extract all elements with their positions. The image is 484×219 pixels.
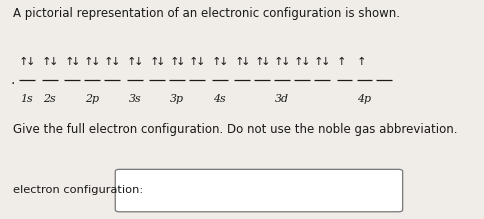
Text: 3p: 3p [170,94,184,104]
Text: ↑: ↑ [104,57,114,67]
Text: ↑: ↑ [169,57,179,67]
Text: ↑: ↑ [336,57,346,67]
FancyBboxPatch shape [115,169,403,212]
Text: ↓: ↓ [281,57,290,67]
Text: ↓: ↓ [111,57,120,67]
Text: 3d: 3d [275,94,289,104]
Text: ↓: ↓ [48,57,58,67]
Text: A pictorial representation of an electronic configuration is shown.: A pictorial representation of an electro… [13,7,400,20]
Text: ↑: ↑ [149,57,159,67]
Text: ↓: ↓ [91,57,100,67]
Text: 3s: 3s [128,94,141,104]
Text: ↓: ↓ [133,57,143,67]
Text: .: . [11,73,15,87]
Text: ↓: ↓ [218,57,228,67]
Text: 2p: 2p [85,94,99,104]
Text: ↑: ↑ [19,57,29,67]
Text: ↑: ↑ [314,57,323,67]
Text: ↓: ↓ [320,57,330,67]
Text: ↓: ↓ [196,57,205,67]
Text: ↑: ↑ [356,57,366,67]
Text: ↑: ↑ [127,57,136,67]
Text: 2s: 2s [44,94,56,104]
Text: ↑: ↑ [212,57,221,67]
Text: ↑: ↑ [42,57,51,67]
Text: 1s: 1s [21,94,33,104]
Text: ↓: ↓ [301,57,310,67]
Text: ↓: ↓ [241,57,250,67]
Text: ↓: ↓ [71,57,80,67]
Text: ↑: ↑ [189,57,198,67]
Text: ↑: ↑ [64,57,74,67]
Text: 4s: 4s [213,94,226,104]
Text: ↑: ↑ [254,57,264,67]
Text: ↓: ↓ [26,57,35,67]
Text: ↓: ↓ [261,57,271,67]
Text: ↑: ↑ [84,57,93,67]
Text: Give the full electron configuration. Do not use the noble gas abbreviation.: Give the full electron configuration. Do… [13,123,457,136]
Text: ↓: ↓ [176,57,185,67]
Text: ↑: ↑ [294,57,303,67]
Text: electron configuration:: electron configuration: [13,185,143,195]
Text: 4p: 4p [358,94,372,104]
Text: ↑: ↑ [234,57,244,67]
Text: ↓: ↓ [156,57,166,67]
Text: ↑: ↑ [274,57,284,67]
